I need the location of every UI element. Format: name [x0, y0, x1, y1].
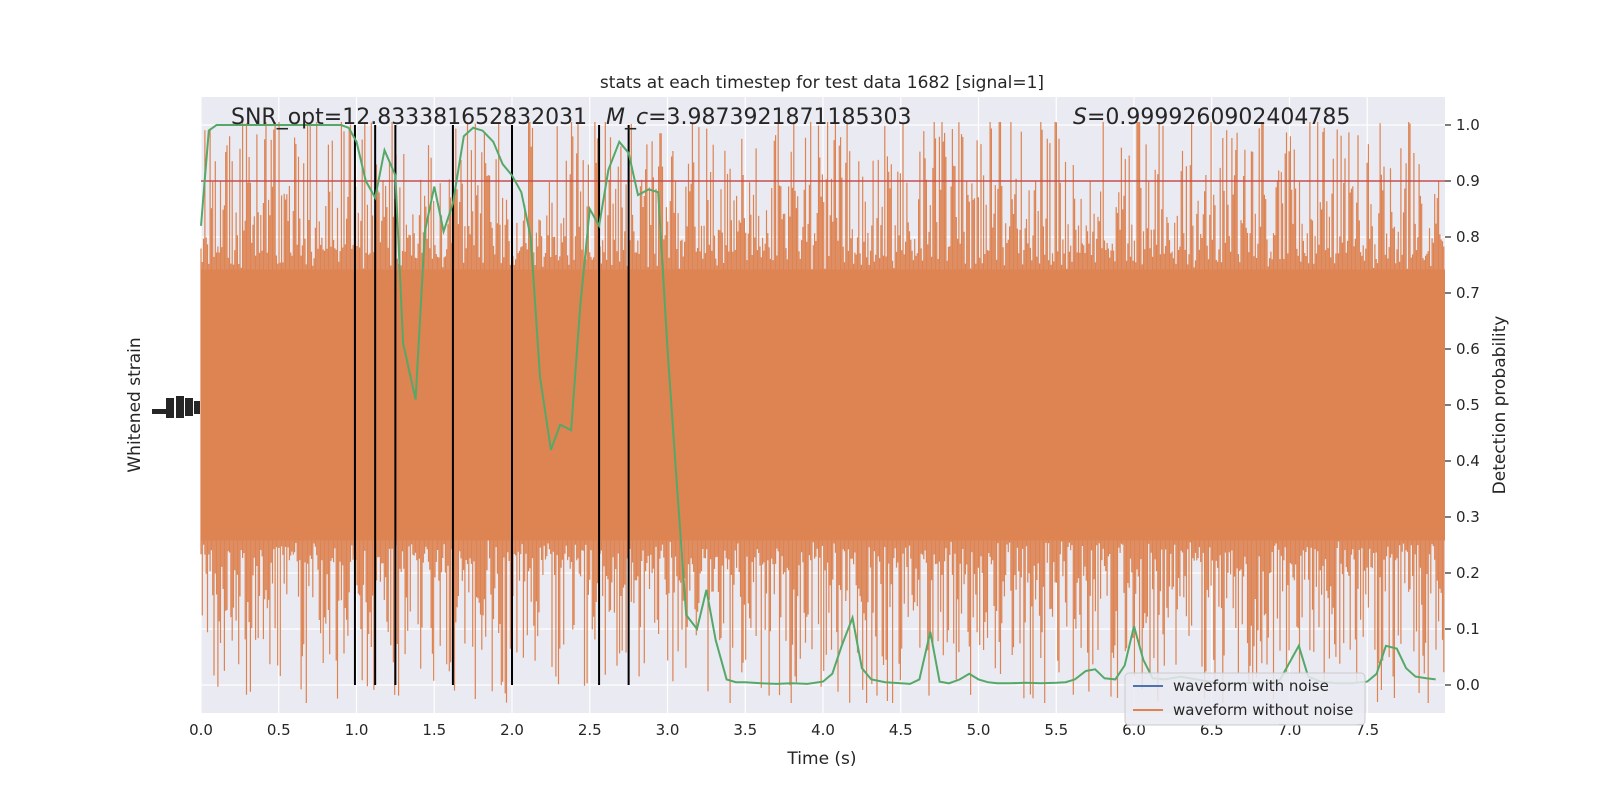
- y-tick-label: 0.6: [1456, 340, 1480, 358]
- y-tick-label: 0.5: [1456, 396, 1480, 414]
- marker-lines: [353, 125, 630, 685]
- left-tick-glyph: [176, 396, 184, 418]
- left-tick-glyph: [194, 401, 200, 414]
- x-tick-label: 7.5: [1355, 721, 1379, 739]
- legend-label-clean: waveform without noise: [1173, 701, 1353, 719]
- annotation-snr: SNR_opt=12.833381652832031: [231, 105, 587, 130]
- y-tick-label: 0.9: [1456, 172, 1480, 190]
- x-tick-label: 2.5: [578, 721, 602, 739]
- annotation-snr-value: 12.833381652832031: [342, 105, 587, 130]
- annotation-mc: M_c=3.9873921871185303: [606, 105, 911, 130]
- legend-label-noise: waveform with noise: [1173, 677, 1329, 695]
- annotation-s-prefix: S=: [1073, 105, 1105, 130]
- annotation-s: S=0.9999260902404785: [1073, 105, 1350, 130]
- annotation-snr-prefix: SNR_opt=: [231, 105, 342, 130]
- strain-series: [200, 122, 1445, 703]
- x-tick-label: 4.0: [811, 721, 835, 739]
- legend-box: [1124, 672, 1366, 726]
- x-tick-label: 3.5: [733, 721, 757, 739]
- y-tick-label: 1.0: [1456, 116, 1480, 134]
- x-tick-label: 3.0: [656, 721, 680, 739]
- y-ticks-right: 0.0 0.1 0.2 0.3 0.4 0.5 0.6 0.7 0.8 0.9 1.0: [1445, 116, 1480, 694]
- annotation-mc-prefix: M_c=: [606, 105, 667, 130]
- y-tick-label: 0.7: [1456, 284, 1480, 302]
- y-tick-label: 0.0: [1456, 676, 1480, 694]
- left-tick-glyph: [185, 398, 193, 416]
- x-tick-label: 0.0: [189, 721, 213, 739]
- x-axis-label: Time (s): [786, 749, 856, 769]
- x-tick-label: 1.5: [422, 721, 446, 739]
- x-tick-label: 5.0: [967, 721, 991, 739]
- y-axis-label-right: Detection probability: [1490, 316, 1510, 495]
- x-tick-label: 5.5: [1044, 721, 1068, 739]
- x-tick-label: 2.0: [500, 721, 524, 739]
- left-tick-glyph: [166, 398, 174, 418]
- x-tick-label: 4.5: [889, 721, 913, 739]
- y-tick-label: 0.2: [1456, 564, 1480, 582]
- y-axis-label-left: Whitened strain: [125, 337, 145, 472]
- annotation-s-value: 0.9999260902404785: [1105, 105, 1350, 130]
- annotation-mc-value: 3.9873921871185303: [667, 105, 912, 130]
- y-tick-label: 0.1: [1456, 620, 1480, 638]
- left-tick-glyph: [152, 409, 166, 414]
- x-ticks: 0.0 0.5 1.0 1.5 2.0 2.5 3.0 3.5 4.0 4.5 5.0 5.5 6.0 6…: [189, 721, 1379, 739]
- y-tick-label: 0.3: [1456, 508, 1480, 526]
- left-axis-tick-glyphs: [152, 396, 200, 418]
- strain-noise-line: [200, 122, 1445, 703]
- x-tick-label: 1.0: [345, 721, 369, 739]
- y-tick-label: 0.4: [1456, 452, 1480, 470]
- x-tick-label: 0.5: [267, 721, 291, 739]
- chart-title: stats at each timestep for test data 168…: [600, 73, 1044, 93]
- y-tick-label: 0.8: [1456, 228, 1480, 246]
- legend: waveform with noise waveform without noi…: [1124, 672, 1366, 726]
